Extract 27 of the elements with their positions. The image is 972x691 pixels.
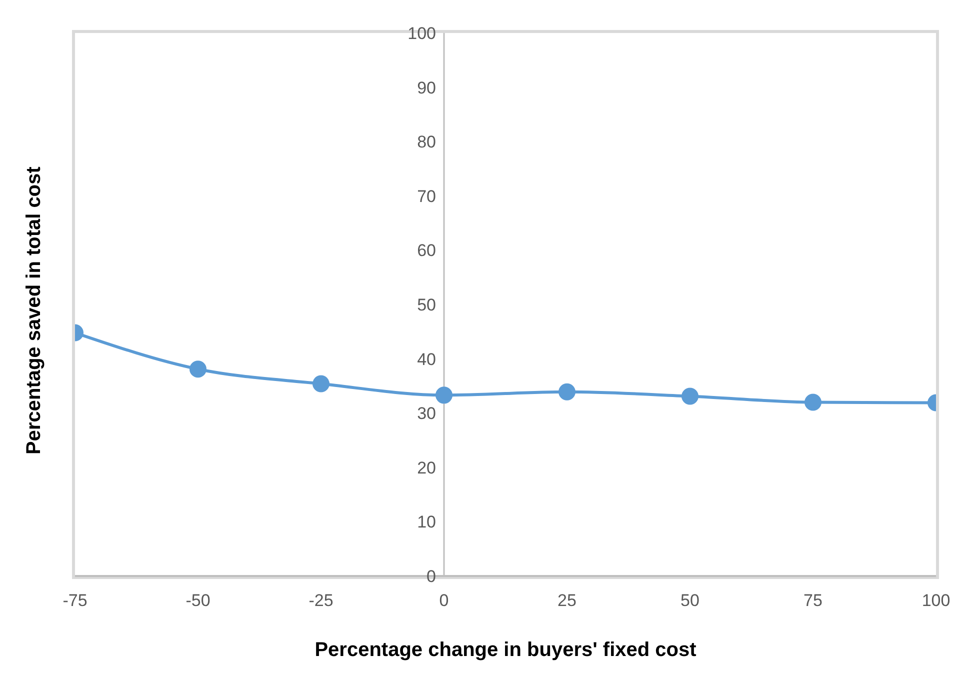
- point: [190, 360, 206, 378]
- x-tick-label: -50: [186, 591, 210, 610]
- point: [436, 386, 452, 404]
- x-tick-label: 50: [680, 591, 700, 610]
- y-axis-title: Percentage saved in total cost: [23, 166, 46, 454]
- point: [682, 388, 698, 405]
- y-tick-label: 20: [417, 458, 436, 478]
- y-tick-label: 40: [417, 350, 436, 369]
- y-tick-label: 100: [408, 24, 436, 43]
- y-tick-label: 60: [417, 241, 436, 260]
- x-tick-label: -25: [308, 591, 334, 610]
- x-tick-label: 0: [439, 591, 449, 610]
- y-tick-label: 50: [417, 295, 436, 314]
- y-tick-label: 10: [417, 512, 436, 532]
- point: [558, 383, 576, 400]
- point: [312, 375, 330, 392]
- y-tick-label: 80: [417, 132, 436, 152]
- x-tick-label: 25: [558, 591, 576, 610]
- x-axis-title: Percentage change in buyers' fixed cost: [314, 639, 697, 661]
- x-tick-label: -75: [62, 591, 88, 610]
- y-tick-label: 90: [417, 78, 436, 98]
- y-tick-label: 70: [417, 186, 436, 206]
- y-tick-label: 0: [426, 566, 436, 586]
- x-tick-label: 75: [804, 591, 822, 610]
- point: [804, 394, 822, 411]
- x-tick-label: 100: [922, 591, 950, 610]
- y-tick-label: 30: [417, 404, 436, 424]
